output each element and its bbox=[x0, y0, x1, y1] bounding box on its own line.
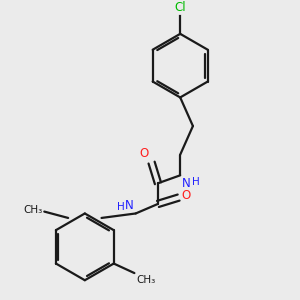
Text: N: N bbox=[125, 199, 134, 212]
Text: H: H bbox=[192, 177, 200, 187]
Text: H: H bbox=[117, 202, 124, 212]
Text: Cl: Cl bbox=[174, 1, 186, 14]
Text: N: N bbox=[182, 177, 190, 190]
Text: CH₃: CH₃ bbox=[23, 205, 43, 215]
Text: CH₃: CH₃ bbox=[136, 275, 155, 285]
Text: O: O bbox=[140, 147, 149, 160]
Text: O: O bbox=[181, 190, 190, 202]
